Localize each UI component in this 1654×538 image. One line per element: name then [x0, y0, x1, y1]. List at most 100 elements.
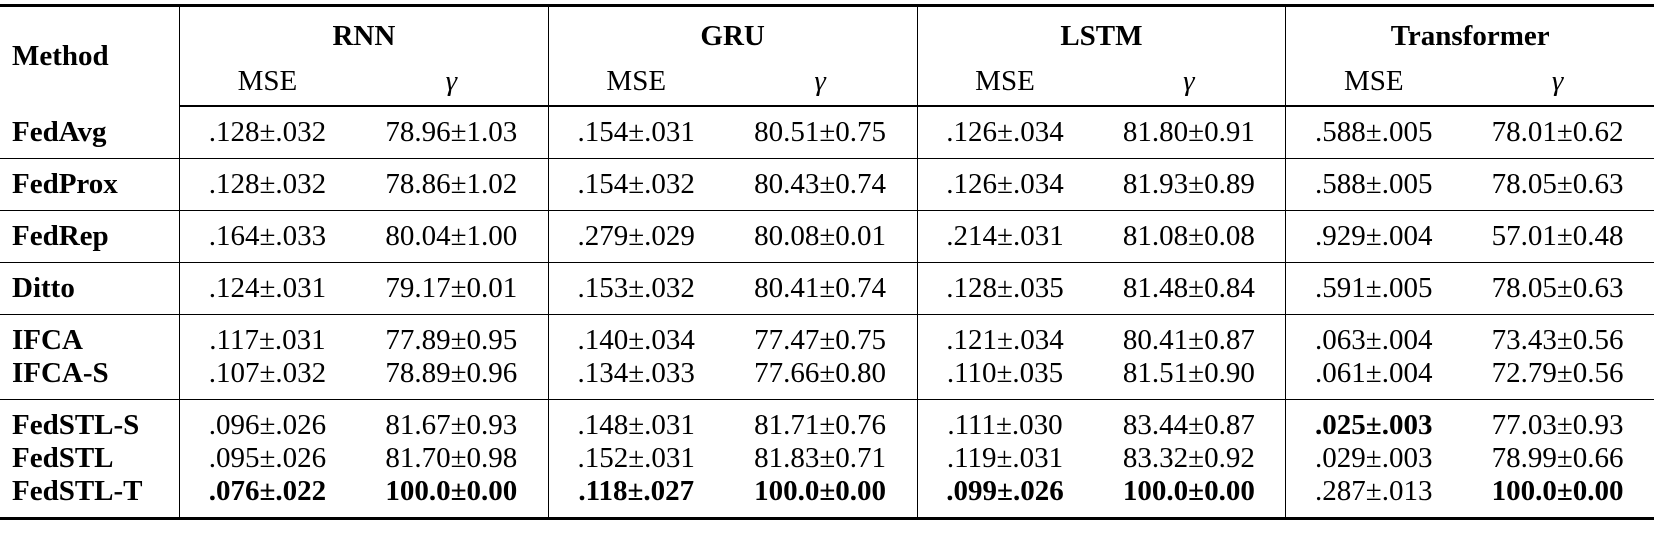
value-cell: 80.08±0.01 — [754, 220, 887, 252]
value-cell: .128±.032 — [178, 158, 355, 211]
value-cell: .121±.034 — [916, 314, 1093, 357]
column-header: γ — [1092, 65, 1286, 107]
value-cell: .095±.026 — [178, 442, 355, 475]
value-cell: .110±.035 — [916, 357, 1093, 400]
value-cell: 81.48±0.84 — [1122, 272, 1255, 304]
value-cell: 79.17±0.01 — [385, 272, 518, 304]
method-cell: FedRep — [12, 220, 109, 252]
value-cell: 80.43±0.74 — [754, 168, 887, 200]
value-cell: 80.51±0.75 — [754, 116, 887, 148]
value-cell: .929±.004 — [1285, 210, 1462, 263]
value-cell: .588±.005 — [1285, 158, 1462, 211]
value-cell: 78.05±0.63 — [1491, 168, 1624, 200]
table-row: FedSTL .095±.026 81.70±0.98 .152±.031 81.83±… — [0, 442, 1654, 475]
value-cell: 77.03±0.93 — [1491, 409, 1624, 441]
method-cell: FedSTL-S — [12, 409, 140, 441]
header-row: MSE γ MSE γ MSE γ MSE γ — [0, 65, 1654, 107]
table-row: IFCA-S .107±.032 78.89±0.96 .134±.033 77.66±… — [0, 357, 1654, 400]
value-cell: .107±.032 — [178, 357, 355, 400]
group-header: Transformer — [1285, 4, 1654, 65]
value-cell: 100.0±0.00 — [754, 475, 887, 507]
results-table: Method RNN GRU LSTM Transformer MSE γ MSE γ MSE… — [0, 4, 1654, 520]
value-cell: 78.86±1.02 — [385, 168, 518, 200]
value-cell: 77.47±0.75 — [754, 324, 887, 356]
row-group: FedAvg .128±.032 78.96±1.03 .154±.031 80.51±… — [0, 106, 1654, 159]
table-row: FedAvg .128±.032 78.96±1.03 .154±.031 80.51±… — [0, 106, 1654, 159]
header-row: Method RNN GRU LSTM Transformer — [0, 4, 1654, 106]
value-cell: .153±.032 — [547, 262, 724, 315]
value-cell: .214±.031 — [916, 210, 1093, 263]
value-cell: .164±.033 — [178, 210, 355, 263]
value-cell: 81.08±0.08 — [1122, 220, 1255, 252]
table-row: FedProx .128±.032 78.86±1.02 .154±.032 80.43… — [0, 158, 1654, 211]
method-cell: FedAvg — [12, 115, 107, 148]
value-cell: 100.0±0.00 — [1122, 475, 1255, 507]
value-cell: 78.96±1.03 — [385, 116, 518, 148]
value-cell: .140±.034 — [547, 314, 724, 357]
value-cell: .111±.030 — [916, 399, 1093, 442]
value-cell: .099±.026 — [916, 475, 1093, 519]
table-row: FedRep .164±.033 80.04±1.00 .279±.029 80.08±… — [0, 210, 1654, 263]
method-cell: IFCA — [12, 324, 83, 356]
value-cell: .279±.029 — [547, 210, 724, 263]
value-cell: .076±.022 — [178, 475, 355, 519]
value-cell: 78.01±0.62 — [1491, 116, 1624, 148]
value-cell: .287±.013 — [1285, 475, 1462, 519]
value-cell: 78.89±0.96 — [385, 357, 518, 389]
group-header: GRU — [547, 4, 918, 65]
method-cell: IFCA-S — [12, 357, 109, 389]
value-cell: 81.70±0.98 — [385, 442, 518, 474]
column-header: MSE — [916, 65, 1093, 107]
value-cell: .061±.004 — [1285, 357, 1462, 400]
row-group: IFCA .117±.031 77.89±0.95 .140±.034 77.47±0.… — [0, 314, 1654, 400]
column-header: γ — [354, 65, 549, 107]
row-group: Ditto .124±.031 79.17±0.01 .153±.032 80.41±0… — [0, 262, 1654, 315]
table-row: FedSTL-S .096±.026 81.67±0.93 .148±.031 81.7… — [0, 399, 1654, 442]
value-cell: 78.99±0.66 — [1491, 442, 1624, 474]
value-cell: 100.0±0.00 — [385, 475, 518, 507]
value-cell: 72.79±0.56 — [1491, 357, 1624, 389]
value-cell: 81.51±0.90 — [1122, 357, 1255, 389]
value-cell: .063±.004 — [1285, 314, 1462, 357]
value-cell: .154±.032 — [547, 158, 724, 211]
group-header: LSTM — [916, 4, 1286, 65]
table-header: Method RNN GRU LSTM Transformer MSE γ MSE γ MSE… — [0, 4, 1654, 107]
value-cell: .029±.003 — [1285, 442, 1462, 475]
row-group: FedProx .128±.032 78.86±1.02 .154±.032 80.43… — [0, 158, 1654, 211]
value-cell: .591±.005 — [1285, 262, 1462, 315]
row-group: FedRep .164±.033 80.04±1.00 .279±.029 80.08±… — [0, 210, 1654, 263]
method-cell: Ditto — [12, 272, 75, 304]
group-header: RNN — [179, 4, 549, 65]
method-cell: FedProx — [12, 168, 118, 200]
value-cell: 81.83±0.71 — [754, 442, 887, 474]
row-group: FedSTL-S .096±.026 81.67±0.93 .148±.031 81.7… — [0, 399, 1654, 519]
value-cell: .124±.031 — [178, 262, 355, 315]
value-cell: .025±.003 — [1285, 399, 1462, 442]
table-row: Ditto .124±.031 79.17±0.01 .153±.032 80.41±0… — [0, 262, 1654, 315]
value-cell: 81.93±0.89 — [1122, 168, 1255, 200]
column-header: MSE — [178, 65, 355, 107]
value-cell: .588±.005 — [1285, 106, 1462, 159]
value-cell: 78.05±0.63 — [1491, 272, 1624, 304]
page: Method RNN GRU LSTM Transformer MSE γ MSE γ MSE… — [0, 4, 1654, 538]
column-header: γ — [723, 65, 918, 107]
method-cell: FedSTL-T — [12, 475, 143, 507]
value-cell: 80.04±1.00 — [385, 220, 518, 252]
value-cell: 83.32±0.92 — [1122, 442, 1255, 474]
value-cell: .126±.034 — [916, 158, 1093, 211]
column-header: MSE — [1285, 65, 1462, 107]
value-cell: .154±.031 — [547, 106, 724, 159]
value-cell: .118±.027 — [547, 475, 724, 519]
table-row: FedSTL-T .076±.022 100.0±0.00 .118±.027 100.… — [0, 475, 1654, 519]
value-cell: .148±.031 — [547, 399, 724, 442]
value-cell: .119±.031 — [916, 442, 1093, 475]
value-cell: .096±.026 — [178, 399, 355, 442]
value-cell: .134±.033 — [547, 357, 724, 400]
method-cell: FedSTL — [12, 442, 114, 474]
value-cell: .128±.035 — [916, 262, 1093, 315]
column-header: γ — [1461, 65, 1654, 107]
value-cell: 73.43±0.56 — [1491, 324, 1624, 356]
value-cell: 77.66±0.80 — [754, 357, 887, 389]
table-row: IFCA .117±.031 77.89±0.95 .140±.034 77.47±0.… — [0, 314, 1654, 357]
value-cell: 81.80±0.91 — [1122, 116, 1255, 148]
